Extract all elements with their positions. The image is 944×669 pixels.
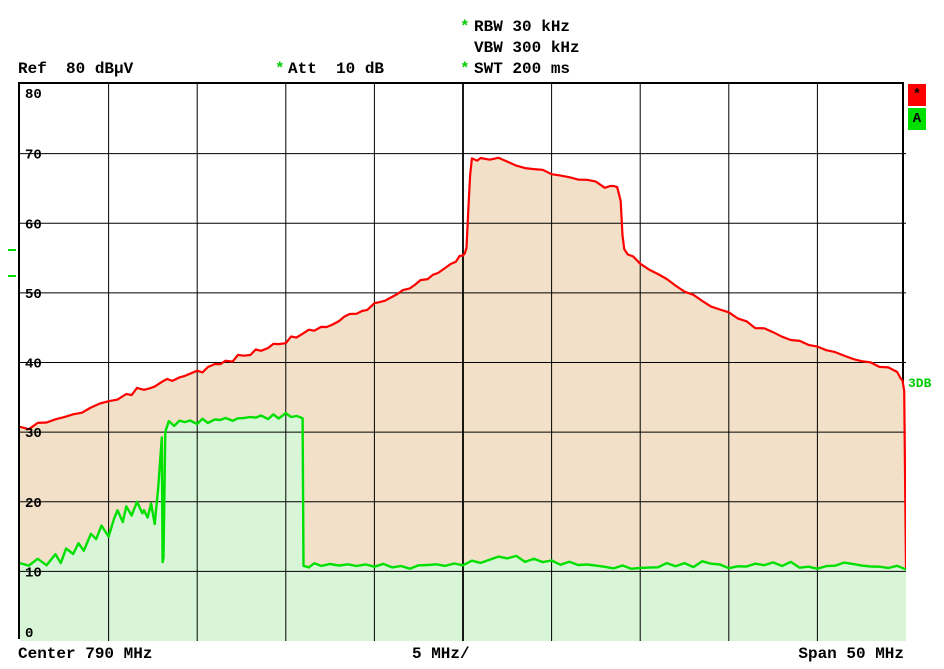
svg-text:10: 10 (25, 565, 42, 581)
threeDB-label: 3DB (908, 376, 931, 391)
ref-label: Ref 80 dBμV (18, 60, 133, 78)
swt-label: SWT 200 ms (474, 60, 570, 78)
svg-text:50: 50 (25, 287, 42, 303)
svg-text:70: 70 (25, 148, 42, 164)
footer-area: Center 790 MHz 5 MHz/ Span 50 MHz (0, 645, 944, 669)
att-label: Att 10 dB (288, 60, 384, 78)
svg-text:60: 60 (25, 217, 42, 233)
rbw-label: RBW 30 kHz (474, 18, 570, 36)
att-star: * (275, 60, 285, 78)
svg-text:0: 0 (25, 626, 33, 641)
star-badge: * (908, 84, 926, 106)
header-area: Ref 80 dBμV * Att 10 dB * RBW 30 kHz VBW… (0, 0, 944, 82)
rbw-star: * (460, 18, 470, 36)
vbw-label: VBW 300 kHz (474, 39, 580, 57)
svg-text:30: 30 (25, 426, 42, 442)
a-badge: A (908, 108, 926, 130)
spectrum-plot: 0 10 20 30 40 50 60 70 80 (18, 82, 904, 639)
svg-text:80: 80 (25, 87, 42, 103)
center-label: Center 790 MHz (18, 645, 152, 663)
svg-text:40: 40 (25, 357, 42, 373)
svg-text:20: 20 (25, 496, 42, 512)
span-label: Span 50 MHz (798, 645, 904, 663)
div-label: 5 MHz/ (412, 645, 470, 663)
left-tick-marks (0, 0, 18, 669)
swt-star: * (460, 60, 470, 78)
